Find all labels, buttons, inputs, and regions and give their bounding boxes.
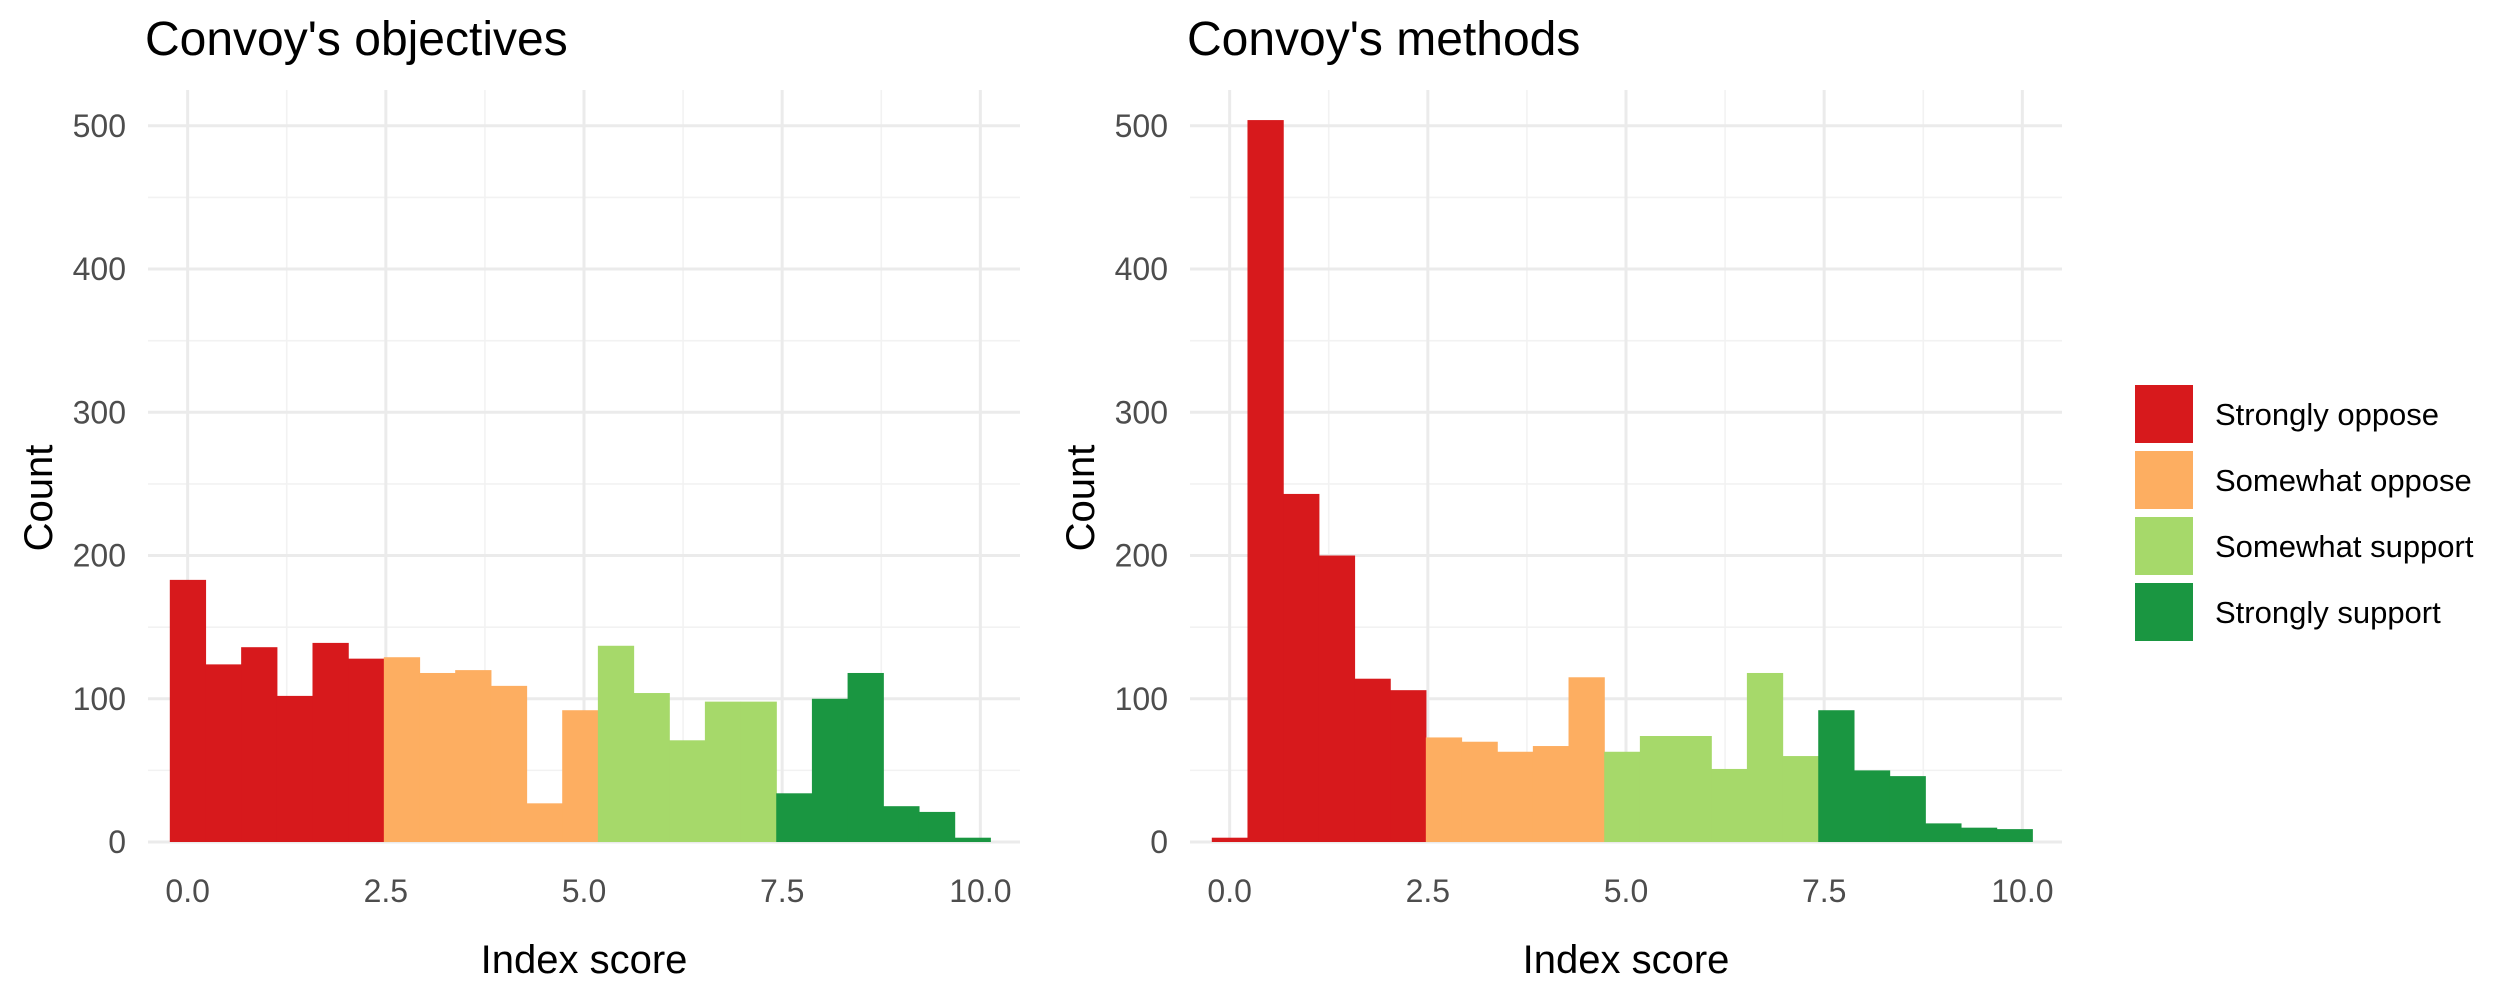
- y-tick-label: 500: [1115, 108, 1168, 144]
- y-tick-label: 400: [73, 251, 126, 287]
- histogram-bar: [1746, 672, 1784, 842]
- histogram-bar: [348, 658, 385, 842]
- histogram-bar: [1354, 678, 1391, 842]
- histogram-bar: [1960, 827, 1998, 842]
- histogram-bar: [1247, 120, 1284, 842]
- x-tick-label: 7.5: [1802, 873, 1846, 909]
- histogram-bar: [1497, 751, 1534, 842]
- x-axis-title: Index score: [481, 938, 688, 982]
- histogram-bar: [1889, 776, 1926, 842]
- y-axis-title: Count: [17, 445, 61, 552]
- x-tick-label: 2.5: [364, 873, 408, 909]
- histogram-bar: [455, 670, 492, 842]
- y-tick-label: 300: [1115, 394, 1168, 430]
- histogram-bar: [562, 710, 599, 842]
- x-tick-label: 7.5: [760, 873, 804, 909]
- panel-objectives: 0 100 200 300 400 500 0.0 2.5 5.0 7.5 10.0 Convoy's…: [17, 13, 1020, 982]
- y-tick-label: 300: [73, 394, 126, 430]
- histogram-bar: [1461, 741, 1498, 842]
- legend-label: Somewhat oppose: [2215, 463, 2472, 498]
- histogram-bar: [776, 793, 813, 842]
- histogram-bar: [241, 647, 278, 842]
- histogram-bar: [883, 806, 920, 842]
- histogram-bar: [597, 645, 635, 842]
- histogram-bar: [954, 837, 991, 842]
- x-tick-label: 0.0: [165, 873, 209, 909]
- legend-key: [2135, 583, 2193, 641]
- y-tick-label: 0: [1150, 824, 1168, 860]
- histogram-bar: [490, 685, 528, 842]
- y-tick-label: 200: [1115, 538, 1168, 574]
- y-tick-label: 400: [1115, 251, 1168, 287]
- x-tick-label: 2.5: [1406, 873, 1450, 909]
- legend-label: Strongly support: [2215, 595, 2441, 630]
- y-tick-label: 200: [73, 538, 126, 574]
- legend-label: Somewhat support: [2215, 529, 2474, 564]
- y-tick-label: 100: [1115, 681, 1168, 717]
- histogram-bar: [1211, 837, 1249, 842]
- x-tick-label: 5.0: [562, 873, 606, 909]
- histogram-bar: [526, 803, 563, 842]
- histogram-bar: [811, 698, 849, 842]
- histogram-bar: [1675, 736, 1712, 842]
- legend-key: [2135, 451, 2193, 509]
- histogram-bar: [1390, 690, 1427, 842]
- histogram-bar: [1283, 493, 1320, 842]
- y-tick-label: 0: [108, 824, 126, 860]
- x-tick-label: 10.0: [949, 873, 1011, 909]
- legend: Strongly oppose Somewhat oppose Somewhat s…: [2135, 385, 2474, 641]
- histogram-bar: [1425, 737, 1463, 842]
- histogram-bar: [312, 642, 349, 842]
- panel-methods: 0 100 200 300 400 500 0.0 2.5 5.0 7.5 10.0 Convoy's…: [1059, 13, 2062, 982]
- histogram-bars: [1211, 120, 2033, 842]
- legend-item: Strongly oppose: [2135, 385, 2439, 443]
- histogram-bar: [669, 740, 706, 842]
- histogram-bar: [1782, 756, 1819, 842]
- histogram-bars: [169, 579, 991, 842]
- histogram-bar: [383, 657, 421, 842]
- x-tick-label: 5.0: [1604, 873, 1648, 909]
- histogram-bar: [1925, 823, 1962, 842]
- histogram-bar: [1604, 751, 1641, 842]
- y-tick-label: 500: [73, 108, 126, 144]
- legend-item: Somewhat support: [2135, 517, 2474, 575]
- legend-label: Strongly oppose: [2215, 397, 2439, 432]
- histogram-bar: [1711, 768, 1748, 842]
- histogram-bar: [1568, 677, 1605, 842]
- histogram-bar: [918, 811, 956, 842]
- x-tick-label: 0.0: [1207, 873, 1251, 909]
- x-tick-label: 10.0: [1991, 873, 2053, 909]
- histogram-bar: [1639, 736, 1677, 842]
- legend-key: [2135, 385, 2193, 443]
- histogram-bar: [1853, 770, 1891, 842]
- legend-item: Somewhat oppose: [2135, 451, 2472, 509]
- legend-key: [2135, 517, 2193, 575]
- histogram-bar: [1318, 555, 1356, 842]
- x-axis-title: Index score: [1523, 938, 1730, 982]
- histogram-bar: [205, 664, 242, 842]
- histogram-bar: [704, 701, 742, 842]
- y-tick-label: 100: [73, 681, 126, 717]
- histogram-bar: [169, 579, 207, 842]
- y-axis-title: Count: [1059, 445, 1103, 552]
- histogram-bar: [419, 672, 456, 842]
- histogram-bar: [847, 672, 884, 842]
- histogram-bar: [1818, 710, 1855, 842]
- histogram-bar: [1996, 829, 2033, 842]
- legend-item: Strongly support: [2135, 583, 2441, 641]
- chart-title: Convoy's objectives: [145, 13, 568, 66]
- chart-title: Convoy's methods: [1187, 13, 1580, 66]
- histogram-bar: [276, 695, 314, 842]
- histogram-bar: [1532, 746, 1570, 842]
- histogram-bar: [633, 693, 670, 842]
- histogram-bar: [740, 701, 777, 842]
